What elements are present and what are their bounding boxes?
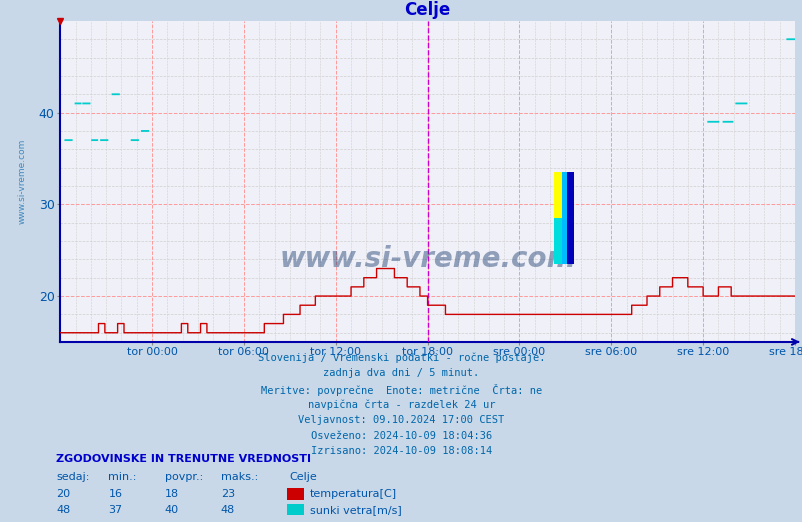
Text: sunki vetra[m/s]: sunki vetra[m/s]: [310, 505, 401, 515]
Text: min.:: min.:: [108, 472, 136, 482]
Bar: [563, 172, 573, 264]
Text: temperatura[C]: temperatura[C]: [310, 490, 396, 500]
Text: www.si-vreme.com: www.si-vreme.com: [18, 139, 26, 224]
Text: Osveženo: 2024-10-09 18:04:36: Osveženo: 2024-10-09 18:04:36: [310, 431, 492, 441]
Text: navpična črta - razdelek 24 ur: navpična črta - razdelek 24 ur: [307, 399, 495, 410]
Text: www.si-vreme.com: www.si-vreme.com: [279, 245, 575, 274]
Text: Veljavnost: 09.10.2024 17:00 CEST: Veljavnost: 09.10.2024 17:00 CEST: [298, 415, 504, 425]
Text: Meritve: povprečne  Enote: metrične  Črta: ne: Meritve: povprečne Enote: metrične Črta:…: [261, 384, 541, 396]
Text: 20: 20: [56, 490, 71, 500]
Text: 18: 18: [164, 490, 179, 500]
Polygon shape: [561, 172, 566, 264]
Text: sedaj:: sedaj:: [56, 472, 90, 482]
Text: povpr.:: povpr.:: [164, 472, 203, 482]
Text: 23: 23: [221, 490, 235, 500]
Text: 37: 37: [108, 505, 123, 515]
Text: Izrisano: 2024-10-09 18:08:14: Izrisano: 2024-10-09 18:08:14: [310, 446, 492, 456]
Text: Slovenija / vremenski podatki - ročne postaje.: Slovenija / vremenski podatki - ročne po…: [257, 352, 545, 363]
Text: 48: 48: [56, 505, 71, 515]
Text: Celje: Celje: [289, 472, 317, 482]
Text: ZGODOVINSKE IN TRENUTNE VREDNOSTI: ZGODOVINSKE IN TRENUTNE VREDNOSTI: [56, 454, 311, 464]
Bar: [553, 218, 563, 264]
Text: maks.:: maks.:: [221, 472, 257, 482]
Text: zadnja dva dni / 5 minut.: zadnja dva dni / 5 minut.: [323, 368, 479, 378]
Text: 16: 16: [108, 490, 122, 500]
Bar: [553, 172, 563, 218]
Text: 48: 48: [221, 505, 235, 515]
Text: 40: 40: [164, 505, 179, 515]
Title: Celje: Celje: [404, 2, 450, 19]
